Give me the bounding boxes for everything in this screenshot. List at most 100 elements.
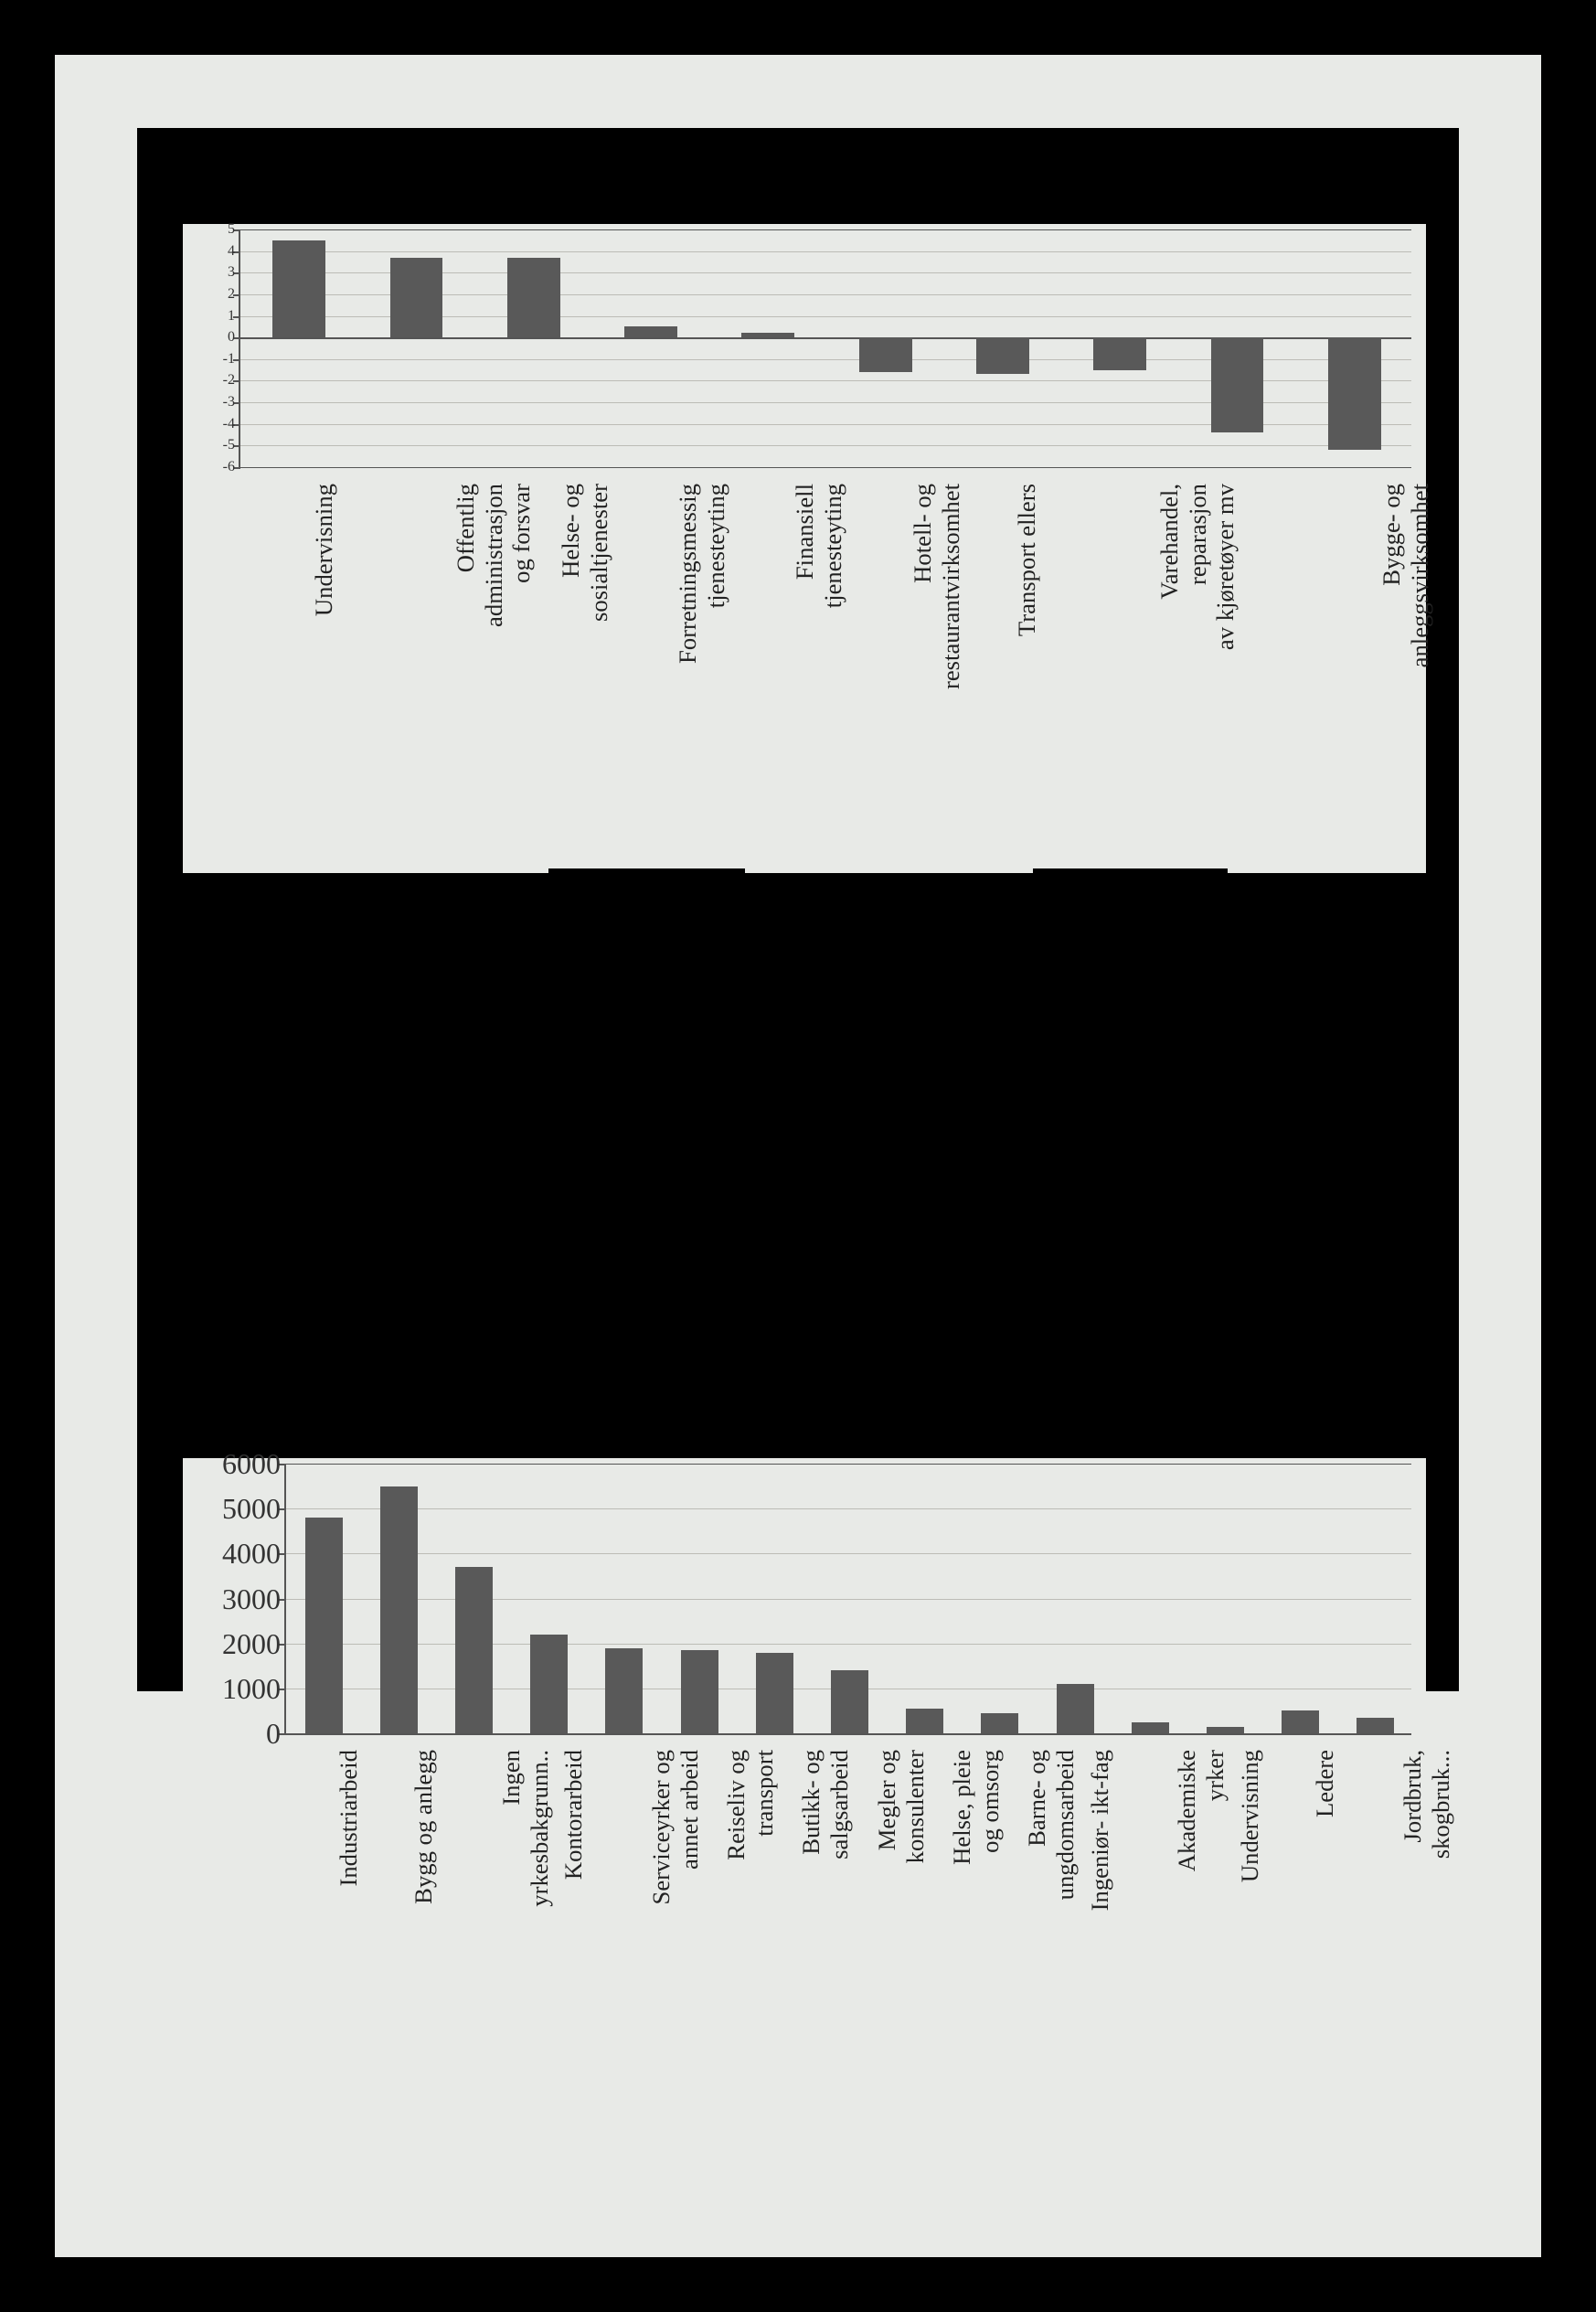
x-tick-label-line: anleggsvirksomhet [1406, 484, 1434, 849]
x-tick-label-line: Bygge- og [1378, 484, 1406, 849]
x-tick-label: Reiseliv ogtransport [722, 1750, 778, 2115]
chart-bar [272, 240, 325, 337]
chart-bar [507, 258, 560, 337]
y-tick-label: -2 [223, 373, 240, 388]
chart-bar [624, 326, 677, 337]
y-tick-label: 0 [266, 1719, 286, 1748]
chart-bar [455, 1567, 493, 1733]
page-paper: -6-5-4-3-2-1012345 UndervisningOffentlig… [55, 55, 1541, 2257]
x-tick-label-line: administrasjon [480, 484, 508, 849]
chart-bar [831, 1670, 868, 1733]
y-tick-label: 1000 [222, 1674, 286, 1703]
x-tick-label-line: konsulenter [900, 1750, 929, 2115]
x-tick-label-line: Finansiell [791, 484, 819, 849]
chart-bar [976, 337, 1029, 374]
y-tick-label: 2 [228, 287, 240, 302]
x-tick-label: Helse, pleieog omsorg [948, 1750, 1004, 2115]
x-tick-label-line: tjenesteyting [819, 484, 847, 849]
chart1-axis-area: -6-5-4-3-2-1012345 [239, 229, 1411, 467]
chart-bar [390, 258, 443, 337]
x-tick-label-line: Forretningsmessig [674, 484, 702, 849]
y-tick-label: 6000 [222, 1449, 286, 1478]
x-tick-label-line: Hotell- og [909, 484, 937, 849]
chart-bar [1093, 337, 1146, 369]
x-tick-label-line: Kontorarbeid [559, 1750, 588, 2115]
x-tick-label-line: Serviceyrker og [647, 1750, 676, 2115]
x-tick-label: Finansielltjenesteyting [791, 484, 846, 849]
x-tick-label: Ingeniør- ikt-fag [1086, 1750, 1114, 2115]
y-tick-label: 4000 [222, 1539, 286, 1568]
x-tick-label-line: Akademiske [1173, 1750, 1201, 2115]
y-tick-label: -1 [223, 352, 240, 367]
y-tick-label: 2000 [222, 1629, 286, 1658]
x-tick-label-line: skogbruk... [1427, 1750, 1455, 2115]
x-tick-label-line: salgsarbeid [825, 1750, 854, 2115]
chart-bar [906, 1709, 943, 1733]
chart-bar [756, 1653, 793, 1734]
chart-bar [305, 1518, 343, 1733]
x-tick-label-line: og omsorg [975, 1750, 1004, 2115]
x-tick-label-line: Bygg og anlegg [410, 1750, 438, 2115]
x-tick-label-line: sosialtjenester [584, 484, 612, 849]
chart-bar [1357, 1718, 1394, 1733]
chart2-plot: 0100020003000400050006000 Industriarbeid… [188, 1464, 1420, 2117]
x-tick-label-line: reparasjon [1183, 484, 1211, 849]
x-tick-label: Serviceyrker ogannet arbeid [647, 1750, 703, 2115]
outer-frame: -6-5-4-3-2-1012345 UndervisningOffentlig… [0, 0, 1596, 2312]
x-tick-label-line: Butikk- og [797, 1750, 825, 2115]
chart-bar [1211, 337, 1264, 432]
x-tick-label-line: yrker [1201, 1750, 1229, 2115]
chart-bar [741, 333, 794, 337]
y-tick-label: 3 [228, 265, 240, 280]
chart1-container: -6-5-4-3-2-1012345 UndervisningOffentlig… [183, 224, 1426, 873]
y-tick-label: 5000 [222, 1494, 286, 1523]
x-tick-label-line: transport [750, 1750, 779, 2115]
chart1-black-stub-2 [1033, 868, 1154, 1042]
y-tick-label: -4 [223, 417, 240, 432]
x-tick-label: Offentligadministrasjonog forsvar [452, 484, 536, 849]
chart-bar [1057, 1684, 1094, 1733]
gridline [286, 1508, 1411, 1509]
x-tick-label-line: av kjøretøyer mv [1211, 484, 1240, 849]
x-tick-label-line: Jordbruk, [1399, 1750, 1427, 2115]
x-tick-label: Varehandel,reparasjonav kjøretøyer mv [1155, 484, 1240, 849]
gridline [240, 251, 1411, 252]
x-tick-label: Hotell- ogrestaurantvirksomhet [909, 484, 964, 849]
chart-bar [1282, 1710, 1319, 1733]
chart2-axis-area: 0100020003000400050006000 [284, 1464, 1411, 1733]
x-tick-label: Bygg og anlegg [410, 1750, 438, 2115]
y-tick-label: 0 [228, 330, 240, 345]
chart1-plot: -6-5-4-3-2-1012345 UndervisningOffentlig… [188, 229, 1420, 851]
x-tick-label-line: ungdomsarbeid [1051, 1750, 1080, 2115]
chart-bar [1207, 1727, 1244, 1733]
x-tick-label: Ledere [1311, 1750, 1339, 2115]
gridline [286, 1464, 1411, 1465]
x-tick-label: Akademiskeyrker [1173, 1750, 1229, 2115]
x-tick-label-line: Ingen [497, 1750, 526, 2115]
chart1-x-labels: UndervisningOffentligadministrasjonog fo… [239, 467, 1411, 851]
chart-bar [1328, 337, 1381, 450]
gridline [240, 229, 1411, 230]
chart-bar [681, 1650, 718, 1733]
x-tick-label-line: Ingeniør- ikt-fag [1086, 1750, 1114, 2115]
y-tick-label: 5 [228, 222, 240, 237]
x-tick-label-line: annet arbeid [676, 1750, 704, 2115]
y-tick-label: -3 [223, 395, 240, 410]
x-tick-label: Kontorarbeid [559, 1750, 588, 2115]
chart2-container: 0100020003000400050006000 Industriarbeid… [183, 1458, 1426, 2144]
x-tick-label: Ingenyrkesbakgrunn.. [497, 1750, 553, 2115]
x-tick-label: Jordbruk,skogbruk... [1399, 1750, 1454, 2115]
x-tick-label: Transport ellers [1013, 484, 1041, 849]
x-tick-label: Helse- ogsosialtjenester [557, 484, 612, 849]
x-tick-label-line: Helse, pleie [948, 1750, 976, 2115]
gridline [240, 445, 1411, 446]
x-tick-label-line: Industriarbeid [335, 1750, 363, 2115]
x-tick-label-line: og forsvar [507, 484, 536, 849]
x-tick-label-line: restaurantvirksomhet [936, 484, 964, 849]
x-tick-label-line: Ledere [1311, 1750, 1339, 2115]
x-tick-label-line: Megler og [873, 1750, 901, 2115]
chart2-x-labels: Industriarbeid Bygg og anlegg Ingenyrkesba… [284, 1733, 1411, 2117]
chart-bar [530, 1635, 568, 1733]
x-tick-label: Industriarbeid [335, 1750, 363, 2115]
x-tick-label-line: yrkesbakgrunn.. [525, 1750, 553, 2115]
